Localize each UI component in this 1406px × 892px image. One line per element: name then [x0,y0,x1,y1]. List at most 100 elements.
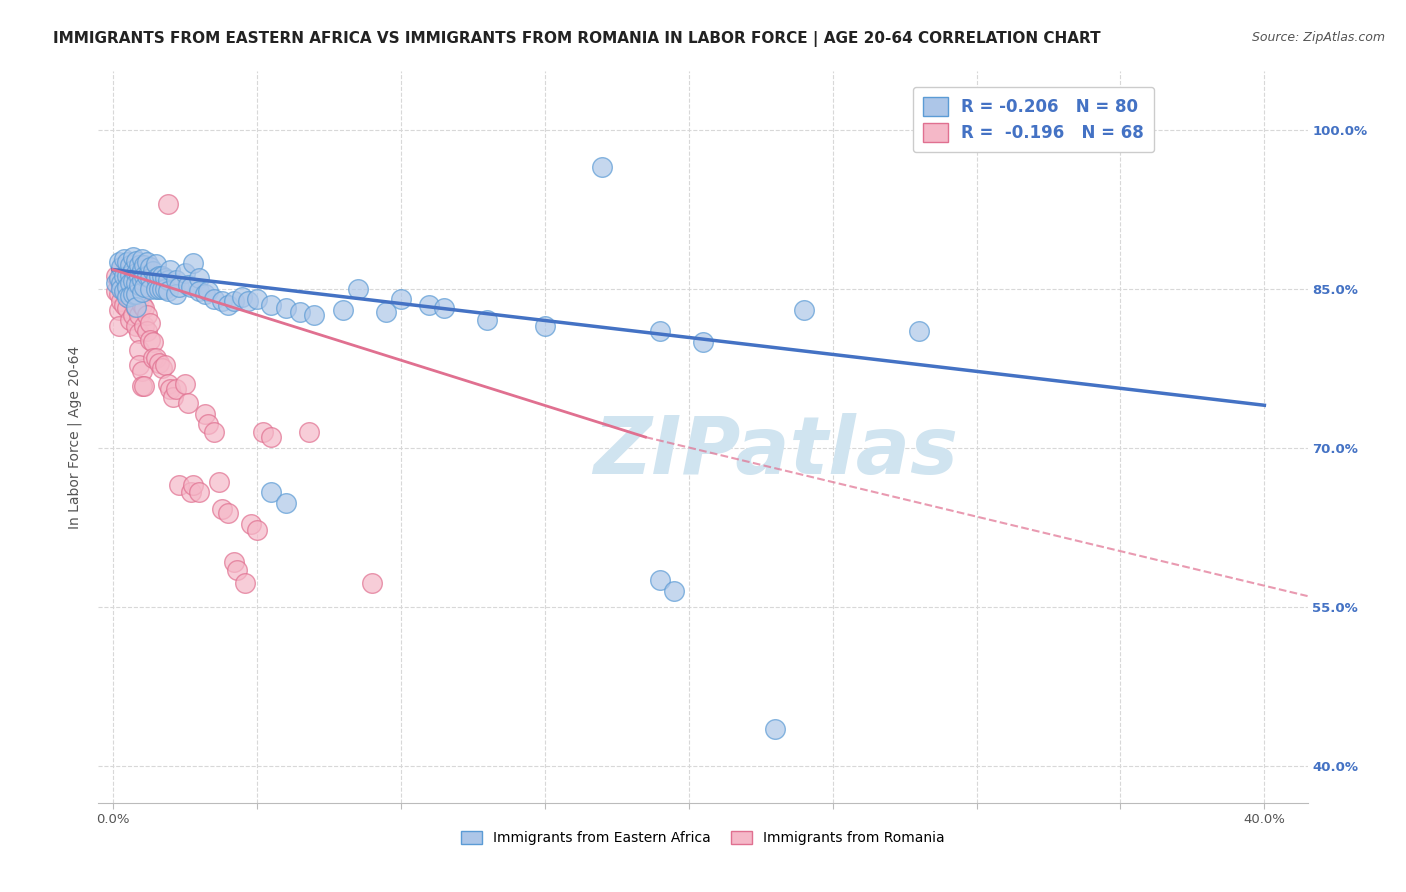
Point [908,324,931,338]
Point [159,383,181,397]
Text: IMMIGRANTS FROM EASTERN AFRICA VS IMMIGRANTS FROM ROMANIA IN LABOR FORCE | AGE 2: IMMIGRANTS FROM EASTERN AFRICA VS IMMIGR… [52,31,1101,47]
Point [225,563,247,577]
Point [122,287,145,301]
Point [233,576,256,591]
Point [125,277,148,291]
Point [153,282,176,296]
Point [131,364,153,378]
Point [145,257,167,271]
Point [125,318,148,333]
Point [188,284,211,298]
Point [1080,122,1102,136]
Point [165,383,187,397]
Point [418,297,440,311]
Y-axis label: In Labor Force | Age 20-64: In Labor Force | Age 20-64 [67,345,83,529]
Point [139,271,162,285]
Point [165,287,187,301]
Point [134,379,156,393]
Point [110,294,132,309]
Point [136,324,159,338]
Point [1052,122,1074,136]
Point [128,293,150,307]
Point [194,287,217,301]
Point [246,524,269,538]
Point [197,284,219,298]
Point [120,289,142,303]
Point [145,282,167,296]
Point [134,279,156,293]
Point [148,356,170,370]
Point [120,268,142,282]
Point [110,279,132,293]
Point [211,294,233,309]
Point [197,417,219,432]
Point [115,290,138,304]
Point [134,258,156,272]
Point [389,293,412,307]
Point [125,254,148,268]
Point [153,358,176,372]
Point [346,282,368,296]
Point [134,318,156,333]
Point [120,313,142,327]
Point [131,297,153,311]
Point [122,287,145,301]
Point [112,268,135,283]
Point [112,252,135,266]
Point [260,485,283,500]
Point [139,260,162,275]
Point [110,260,132,275]
Point [180,485,202,500]
Point [763,722,786,736]
Point [533,318,555,333]
Point [104,284,127,298]
Point [202,425,225,439]
Point [120,258,142,272]
Point [120,277,142,291]
Point [180,279,202,293]
Point [110,277,132,291]
Point [128,358,150,372]
Point [222,294,245,309]
Point [153,271,176,285]
Point [120,277,142,291]
Point [156,273,179,287]
Point [274,496,297,510]
Point [240,516,263,531]
Point [112,266,135,280]
Point [136,268,159,283]
Text: ZIPatlas: ZIPatlas [593,413,957,491]
Point [139,316,162,330]
Point [236,294,259,309]
Point [122,262,145,277]
Point [128,258,150,272]
Point [475,313,498,327]
Point [176,278,198,293]
Point [148,268,170,283]
Point [288,305,311,319]
Point [202,293,225,307]
Point [332,302,354,317]
Point [433,301,456,315]
Point [231,290,253,304]
Point [125,287,148,301]
Point [115,268,138,283]
Point [194,407,217,421]
Point [139,333,162,347]
Point [304,308,326,322]
Point [122,274,145,288]
Point [136,255,159,269]
Point [128,268,150,283]
Point [692,334,714,349]
Point [110,262,132,277]
Point [183,256,205,270]
Point [125,300,148,314]
Point [217,507,239,521]
Point [361,576,384,591]
Point [208,475,231,489]
Point [112,282,135,296]
Point [134,268,156,283]
Point [131,262,153,277]
Point [150,361,173,376]
Point [107,318,129,333]
